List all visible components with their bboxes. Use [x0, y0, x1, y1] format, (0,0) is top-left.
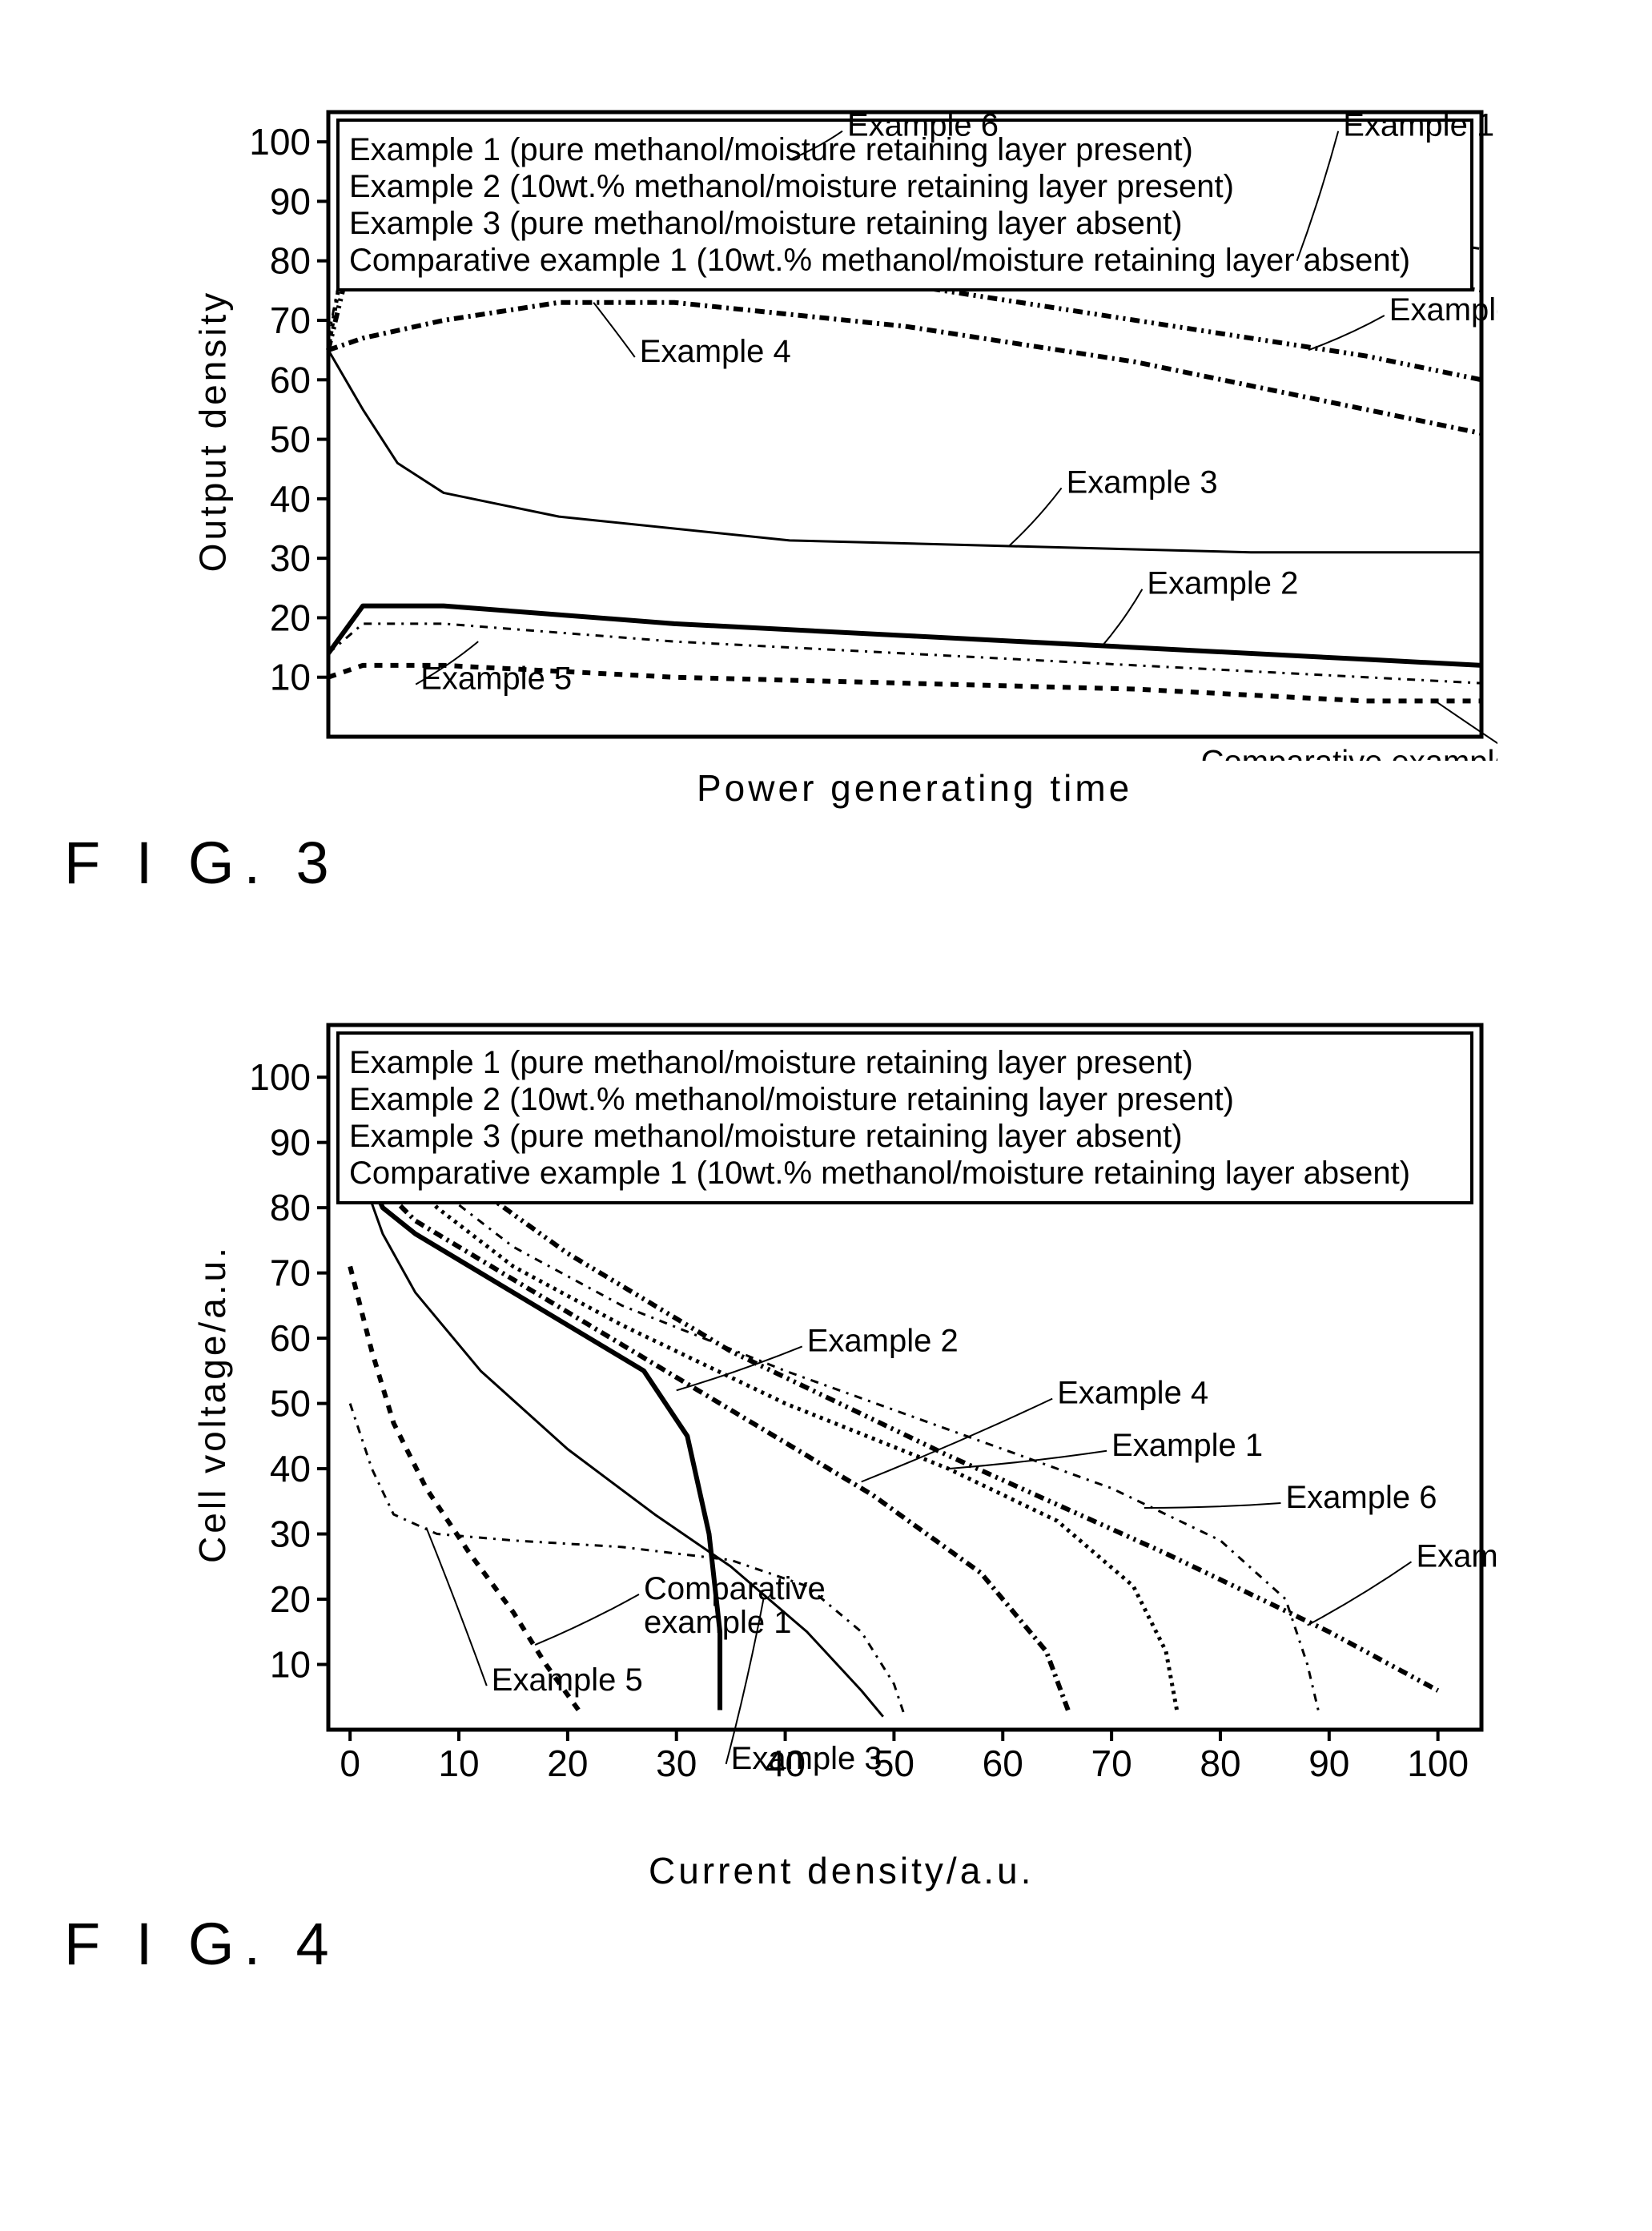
- svg-text:100: 100: [1407, 1743, 1469, 1784]
- svg-text:10: 10: [270, 657, 311, 698]
- svg-text:100: 100: [249, 1056, 311, 1098]
- svg-text:Example 1: Example 1: [1111, 1428, 1263, 1463]
- svg-text:Example 7: Example 7: [1416, 1538, 1497, 1574]
- svg-text:40: 40: [270, 478, 311, 520]
- figure-3: Output density 10 20 30 40 50 60 70 80 90 100 Exam…: [176, 96, 1540, 897]
- fig3-xlabel: Power generating time: [697, 766, 1132, 810]
- svg-text:Comparative example 1 (10wt.%: Comparative example 1 (10wt.% methanol/m…: [349, 1156, 1410, 1191]
- svg-text:30: 30: [270, 1513, 311, 1555]
- svg-text:30: 30: [656, 1743, 697, 1784]
- svg-text:Example 1 (pure methanol/moist: Example 1 (pure methanol/moisture retain…: [349, 132, 1193, 167]
- svg-text:Example 2: Example 2: [807, 1323, 959, 1358]
- svg-text:Example 1: Example 1: [1343, 108, 1494, 143]
- fig3-caption: F I G. 3: [64, 829, 1540, 897]
- svg-text:example 1: example 1: [644, 1605, 792, 1640]
- svg-text:90: 90: [270, 180, 311, 222]
- fig4-plot-area: 1020304050607080901000102030405060708090…: [248, 1009, 1497, 1798]
- svg-text:50: 50: [270, 419, 311, 460]
- fig4-ylabel-col: Cell voltage/a.u.: [176, 1009, 248, 1798]
- svg-text:Example 6: Example 6: [847, 108, 999, 143]
- fig3-svg: 10 20 30 40 50 60 70 80 90 100 Example 1 (pure met…: [248, 96, 1497, 761]
- svg-text:Example 3: Example 3: [731, 1741, 882, 1776]
- svg-text:Example 2 (10wt.% methanol/moi: Example 2 (10wt.% methanol/moisture reta…: [349, 169, 1234, 204]
- svg-text:Example 7: Example 7: [1389, 292, 1497, 328]
- svg-text:Example 3 (pure methanol/moist: Example 3 (pure methanol/moisture retain…: [349, 1119, 1183, 1154]
- svg-text:Example 5: Example 5: [420, 661, 572, 697]
- svg-text:30: 30: [270, 537, 311, 579]
- fig4-plot-wrap: Cell voltage/a.u. 10 20 30 40 50 60 70 80 90 100 0…: [176, 1009, 1540, 1798]
- svg-text:90: 90: [270, 1122, 311, 1164]
- svg-text:20: 20: [547, 1743, 588, 1784]
- fig4-svg: 1020304050607080901000102030405060708090…: [248, 1009, 1497, 1794]
- svg-text:Example 2 (10wt.% methanol/moi: Example 2 (10wt.% methanol/moisture reta…: [349, 1082, 1234, 1117]
- svg-text:Example 3 (pure methanol/moist: Example 3 (pure methanol/moisture retain…: [349, 206, 1183, 241]
- svg-text:90: 90: [1308, 1743, 1349, 1784]
- svg-text:70: 70: [270, 299, 311, 341]
- fig4-caption: F I G. 4: [64, 1910, 1540, 1978]
- svg-text:Example 4: Example 4: [1057, 1376, 1208, 1411]
- fig4-xlabel: Current density/a.u.: [649, 1849, 1034, 1892]
- svg-text:Example 1 (pure methanol/moist: Example 1 (pure methanol/moisture retain…: [349, 1045, 1193, 1080]
- svg-text:Example 5: Example 5: [492, 1662, 643, 1698]
- svg-text:50: 50: [270, 1383, 311, 1425]
- svg-text:80: 80: [270, 240, 311, 282]
- svg-text:Example 6: Example 6: [1285, 1480, 1437, 1515]
- svg-text:20: 20: [270, 597, 311, 638]
- svg-text:60: 60: [983, 1743, 1023, 1784]
- svg-text:Comparative: Comparative: [644, 1571, 826, 1606]
- svg-text:60: 60: [270, 359, 311, 400]
- svg-text:10: 10: [270, 1644, 311, 1686]
- figure-4: Cell voltage/a.u. 10 20 30 40 50 60 70 80 90 100 0…: [176, 1009, 1540, 1978]
- svg-text:Example 4: Example 4: [640, 334, 791, 369]
- svg-text:Comparative example 1: Comparative example 1: [1201, 745, 1497, 761]
- fig3-plot-area: 10 20 30 40 50 60 70 80 90 100 Example 1 (pure met…: [248, 96, 1497, 765]
- svg-text:70: 70: [1091, 1743, 1132, 1784]
- svg-text:Example 2: Example 2: [1147, 566, 1298, 601]
- fig3-ylabel-col: Output density: [176, 96, 248, 765]
- svg-text:0: 0: [340, 1743, 360, 1784]
- svg-text:60: 60: [270, 1317, 311, 1359]
- svg-text:20: 20: [270, 1578, 311, 1620]
- fig4-ylabel: Cell voltage/a.u.: [191, 1244, 234, 1563]
- svg-text:70: 70: [270, 1252, 311, 1294]
- svg-text:80: 80: [270, 1187, 311, 1228]
- svg-text:Comparative example 1 (10wt.%: Comparative example 1 (10wt.% methanol/m…: [349, 243, 1410, 278]
- svg-text:40: 40: [270, 1448, 311, 1489]
- svg-text:80: 80: [1200, 1743, 1240, 1784]
- fig3-ylabel: Output density: [191, 289, 234, 572]
- svg-text:Example 3: Example 3: [1067, 464, 1218, 500]
- fig3-plot-wrap: Output density 10 20 30 40 50 60 70 80 90 100 Exam…: [176, 96, 1540, 765]
- svg-text:10: 10: [438, 1743, 479, 1784]
- svg-text:100: 100: [249, 121, 311, 163]
